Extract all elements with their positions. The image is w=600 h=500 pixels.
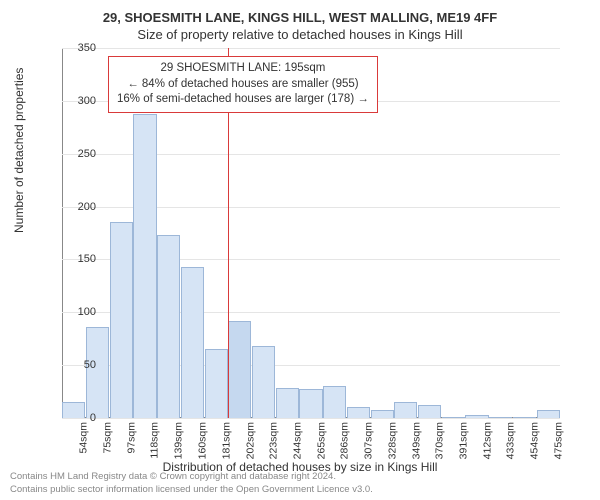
histogram-bar [276, 388, 299, 418]
annotation-line1: 29 SHOESMITH LANE: 195sqm [117, 61, 369, 77]
annotation-line2: ← 84% of detached houses are smaller (95… [117, 77, 369, 93]
x-tick-label: 475sqm [552, 422, 564, 459]
histogram-bar [299, 389, 322, 418]
x-tick-label: 75sqm [102, 422, 114, 454]
histogram-bar [347, 407, 370, 418]
histogram-bar [133, 114, 156, 418]
y-tick-label: 350 [66, 42, 96, 54]
histogram-bar [157, 235, 180, 418]
x-tick-label: 223sqm [268, 422, 280, 459]
x-tick-label: 433sqm [505, 422, 517, 459]
x-tick-label: 391sqm [457, 422, 469, 459]
histogram-bar [86, 327, 109, 418]
x-tick-label: 118sqm [149, 422, 161, 459]
y-tick-label: 200 [66, 201, 96, 213]
y-axis-label: Number of detached properties [12, 68, 26, 233]
x-tick-label: 244sqm [291, 422, 303, 459]
histogram-bar [323, 386, 346, 418]
x-tick-label: 139sqm [173, 422, 185, 459]
x-tick-label: 307sqm [362, 422, 374, 459]
footer-line2: Contains public sector information licen… [10, 484, 373, 496]
x-tick-label: 370sqm [434, 422, 446, 459]
gridline [62, 48, 560, 49]
y-axis-line [62, 48, 63, 418]
y-tick-label: 250 [66, 148, 96, 160]
histogram-bar [537, 410, 560, 418]
histogram-bar [394, 402, 417, 418]
x-tick-label: 97sqm [125, 422, 137, 454]
annotation-box: 29 SHOESMITH LANE: 195sqm ← 84% of detac… [108, 56, 378, 113]
chart-container: 29, SHOESMITH LANE, KINGS HILL, WEST MAL… [0, 0, 600, 500]
y-tick-label: 50 [66, 359, 96, 371]
histogram-bar [181, 267, 204, 418]
footer-credits: Contains HM Land Registry data © Crown c… [10, 471, 373, 496]
x-tick-label: 286sqm [339, 422, 351, 459]
y-tick-label: 150 [66, 253, 96, 265]
x-tick-label: 349sqm [410, 422, 422, 459]
x-tick-label: 454sqm [528, 422, 540, 459]
histogram-bar [110, 222, 133, 418]
x-tick-label: 181sqm [220, 422, 232, 459]
histogram-bar [252, 346, 275, 418]
histogram-bar [371, 410, 394, 418]
footer-line1: Contains HM Land Registry data © Crown c… [10, 471, 373, 483]
x-tick-label: 412sqm [481, 422, 493, 459]
y-tick-label: 300 [66, 95, 96, 107]
x-tick-label: 265sqm [315, 422, 327, 459]
histogram-bar [228, 321, 251, 418]
chart-title-line2: Size of property relative to detached ho… [0, 25, 600, 42]
x-tick-label: 160sqm [196, 422, 208, 459]
annotation-line3: 16% of semi-detached houses are larger (… [117, 92, 369, 108]
histogram-bar [205, 349, 228, 418]
chart-title-line1: 29, SHOESMITH LANE, KINGS HILL, WEST MAL… [0, 0, 600, 25]
x-ticks: 54sqm 75sqm 97sqm 118sqm 139sqm 160sqm 181sqm 2… [62, 418, 560, 466]
y-tick-label: 100 [66, 306, 96, 318]
x-tick-label: 54sqm [78, 422, 90, 454]
x-tick-label: 202sqm [244, 422, 256, 459]
histogram-bar [418, 405, 441, 418]
x-tick-label: 328sqm [386, 422, 398, 459]
